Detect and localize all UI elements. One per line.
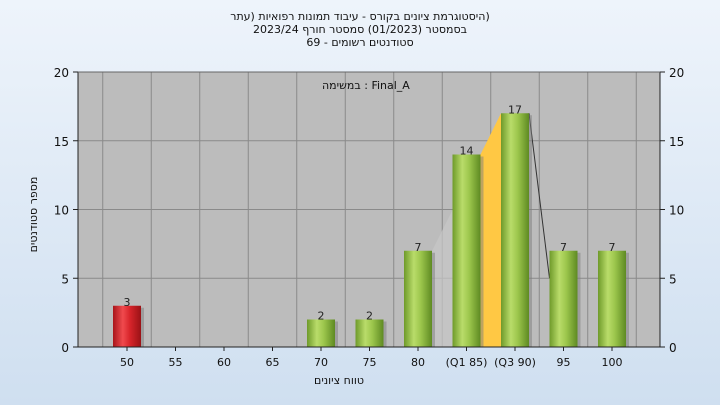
x-tick-label: 75 xyxy=(363,356,377,369)
x-tick-label: (Q3 90) xyxy=(494,356,536,369)
y-tick-label-right: 5 xyxy=(669,272,677,286)
y-tick-label-right: 15 xyxy=(669,135,684,149)
bar-(Q1 85) xyxy=(452,154,481,347)
bar-80 xyxy=(404,250,432,347)
quartile-band xyxy=(480,113,501,347)
bar-70 xyxy=(307,319,335,347)
data-label: 14 xyxy=(460,145,474,158)
chart-title-line2: בסמסטר (01/2023) סמסטר חורף 2023/24 xyxy=(253,23,467,36)
data-label: 7 xyxy=(415,241,422,254)
y-tick-label-left: 20 xyxy=(54,66,69,80)
data-label: 3 xyxy=(124,296,131,309)
x-tick-label: 70 xyxy=(314,356,328,369)
y-tick-label-right: 0 xyxy=(669,341,677,355)
y-tick-label-left: 10 xyxy=(54,204,69,218)
x-tick-label: 80 xyxy=(411,356,425,369)
bar-50 xyxy=(113,305,141,347)
bar-75 xyxy=(355,319,384,347)
data-label: 7 xyxy=(609,241,616,254)
x-tick-label: 65 xyxy=(266,356,280,369)
x-tick-label: 60 xyxy=(217,356,231,369)
bar-95 xyxy=(549,250,578,347)
x-tick-label: 100 xyxy=(602,356,623,369)
bar-100 xyxy=(598,250,626,347)
y-tick-label-right: 20 xyxy=(669,66,684,80)
y-tick-label-left: 0 xyxy=(61,341,69,355)
y-tick-label-right: 10 xyxy=(669,204,684,218)
quartile-connector-line xyxy=(528,113,550,279)
data-label: 17 xyxy=(508,103,522,116)
data-label: 7 xyxy=(560,241,567,254)
x-axis-title: טווח ציונים xyxy=(314,374,364,387)
bar-(Q3 90) xyxy=(501,113,529,347)
x-tick-label: 55 xyxy=(169,356,183,369)
x-tick-label: 50 xyxy=(120,356,134,369)
chart-title-line3: סטודנטים רשומים - 69 xyxy=(306,36,414,49)
x-tick-label: (Q1 85) xyxy=(446,356,488,369)
y-axis-title: מספר סטודנטים xyxy=(27,177,40,253)
y-tick-label-left: 5 xyxy=(61,272,69,286)
data-label: 2 xyxy=(318,310,325,323)
data-label: 2 xyxy=(366,310,373,323)
y-tick-label-left: 15 xyxy=(54,135,69,149)
chart-title-line1: (היסטוגרמת ציונים בקורס - עיבוד תמונות ר… xyxy=(230,10,490,23)
annotation-label: במשימה : Final_A xyxy=(322,79,410,92)
x-tick-label: 95 xyxy=(557,356,571,369)
